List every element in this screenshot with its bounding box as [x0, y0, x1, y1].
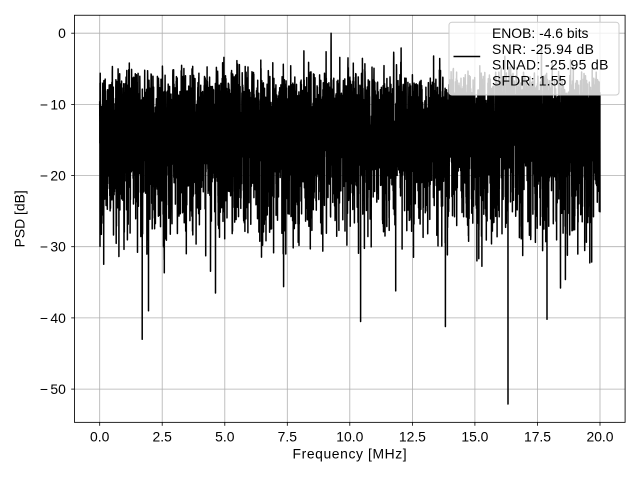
svg-text:ENOB: -4.6 bits: ENOB: -4.6 bits: [492, 25, 589, 41]
svg-text:−40: −40: [40, 310, 66, 326]
svg-text:0.0: 0.0: [90, 429, 110, 445]
svg-text:15.0: 15.0: [461, 429, 488, 445]
svg-text:2.5: 2.5: [153, 429, 173, 445]
svg-text:SFDR: 1.55: SFDR: 1.55: [492, 72, 567, 88]
svg-text:Frequency [MHz]: Frequency [MHz]: [293, 446, 408, 462]
svg-text:17.5: 17.5: [524, 429, 551, 445]
svg-text:−10: −10: [40, 96, 66, 112]
svg-text:−20: −20: [40, 168, 66, 184]
svg-text:12.5: 12.5: [399, 429, 426, 445]
svg-text:−50: −50: [40, 381, 66, 397]
svg-text:SINAD: -25.95 dB: SINAD: -25.95 dB: [492, 57, 609, 73]
svg-text:7.5: 7.5: [278, 429, 298, 445]
svg-text:PSD [dB]: PSD [dB]: [12, 190, 28, 247]
svg-text:0: 0: [58, 25, 66, 41]
svg-text:5.0: 5.0: [215, 429, 235, 445]
svg-text:20.0: 20.0: [586, 429, 613, 445]
svg-text:10.0: 10.0: [336, 429, 363, 445]
svg-text:−30: −30: [40, 239, 66, 255]
svg-text:SNR: -25.94 dB: SNR: -25.94 dB: [492, 41, 594, 57]
